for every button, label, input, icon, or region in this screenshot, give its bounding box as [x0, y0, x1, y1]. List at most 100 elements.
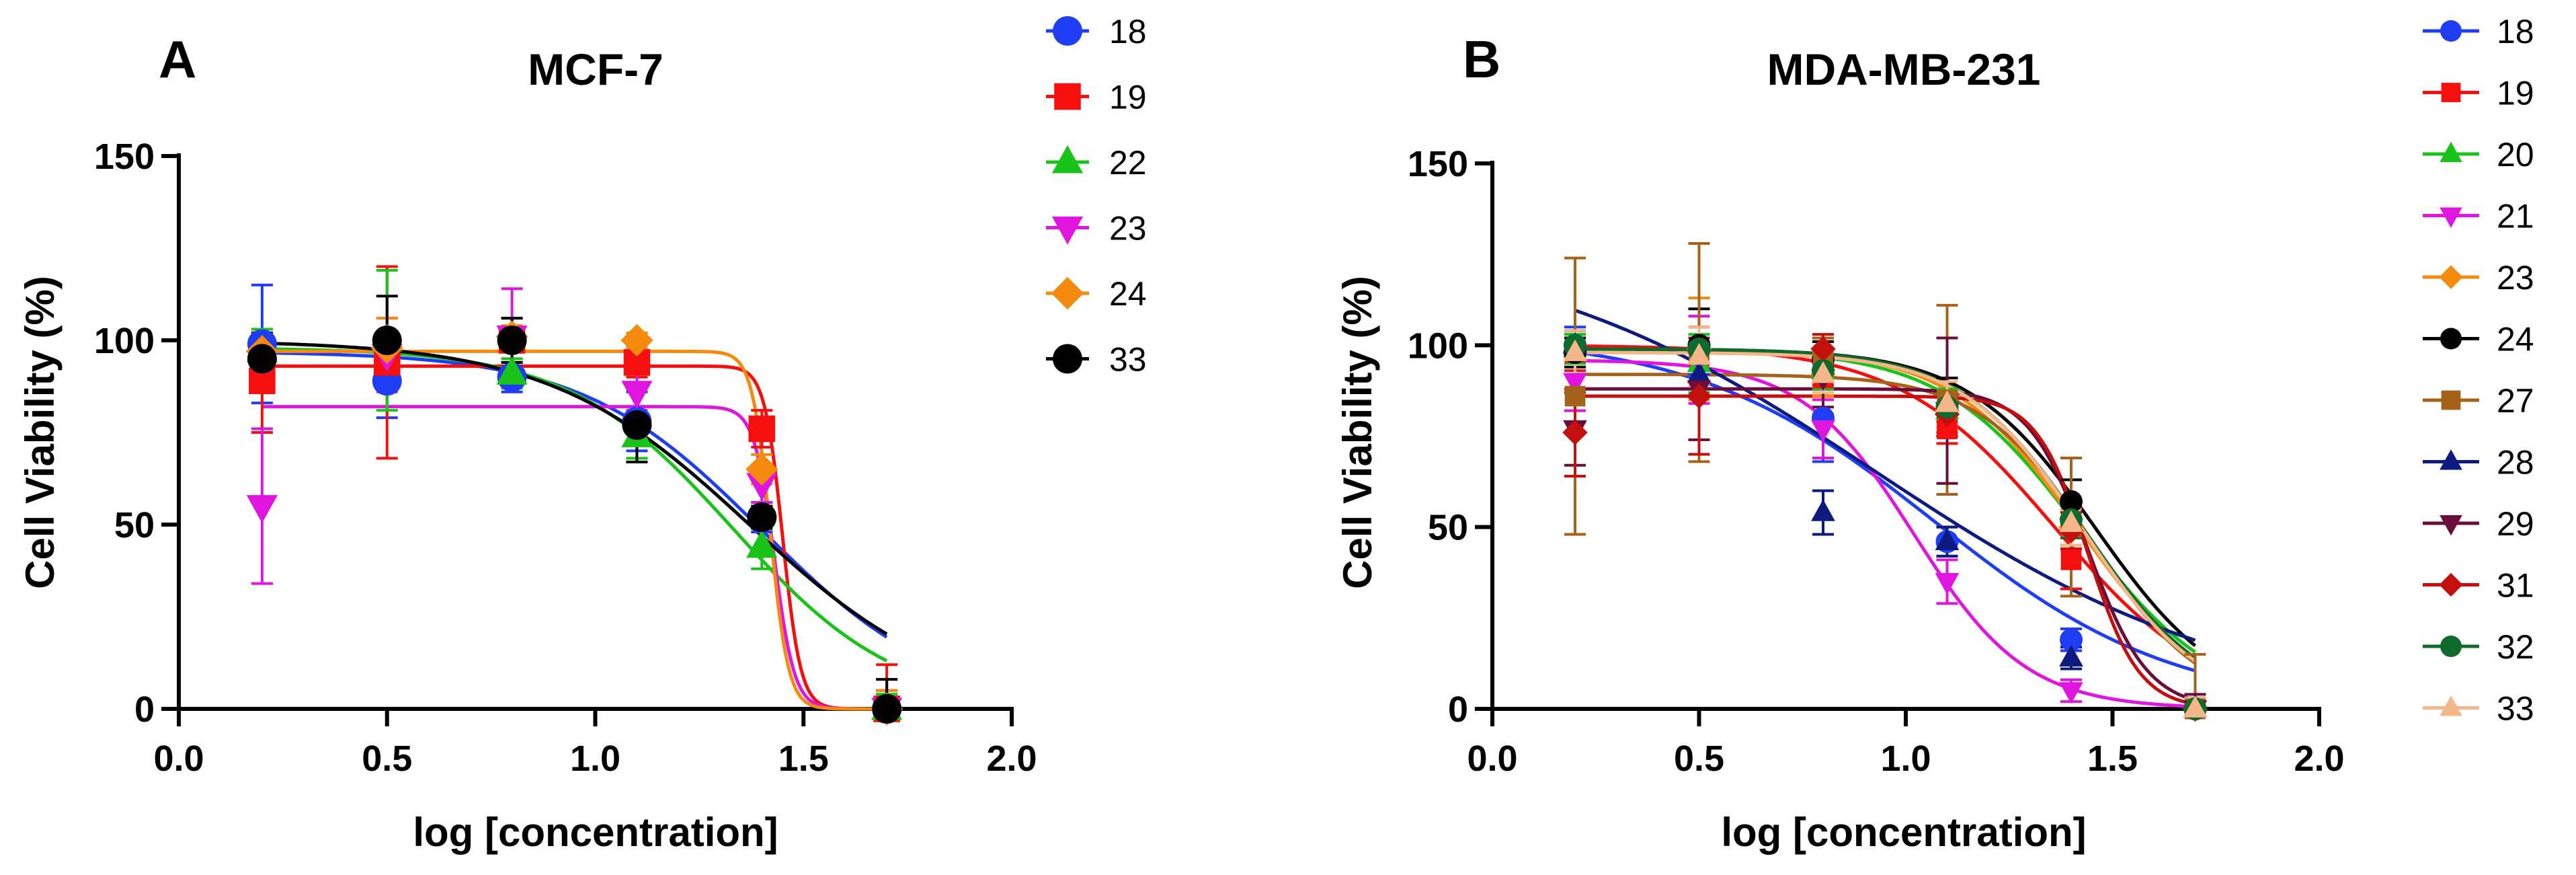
legend-item-32: 32 — [2423, 628, 2534, 666]
legend-label: 33 — [1109, 341, 1147, 379]
legend-item-19: 19 — [1046, 79, 1147, 116]
legend-label: 19 — [2497, 75, 2534, 112]
y-axis-label: Cell Viability (%) — [1335, 276, 1380, 589]
chart-mcf7: MCF-7 Cell Viability (%) log [concentrat… — [17, 13, 1147, 855]
legend-marker — [2441, 390, 2461, 410]
fit-curve-24 — [1575, 347, 2197, 648]
y-tick-label: 0 — [134, 689, 155, 730]
legend-marker — [2440, 449, 2462, 470]
legend-label: 23 — [2497, 259, 2534, 297]
y-tick-label: 0 — [1448, 689, 1468, 730]
legend-marker — [2441, 83, 2461, 102]
data-point-31 — [1686, 383, 1712, 409]
legend-marker — [2439, 572, 2463, 597]
legend-marker — [2440, 141, 2462, 162]
data-point-24 — [746, 453, 778, 486]
legend-marker — [1051, 276, 1084, 310]
fit-curve-21 — [1575, 358, 2196, 709]
data-point-21 — [1935, 573, 1960, 595]
y-tick-label: 50 — [1428, 508, 1468, 548]
legend-marker — [1051, 145, 1084, 174]
y-axis-label: Cell Viability (%) — [17, 276, 63, 589]
chart-title: MDA-MB-231 — [1767, 44, 2040, 94]
legend-marker — [1053, 344, 1082, 374]
legend-label: 32 — [2497, 628, 2534, 666]
fit-curve-24 — [261, 349, 887, 711]
legend-item-33: 33 — [2423, 690, 2534, 728]
fit-curve-33 — [261, 341, 888, 636]
data-point-28 — [1687, 361, 1712, 383]
legend-item-18: 18 — [2423, 13, 2534, 50]
legend-marker — [2440, 515, 2462, 536]
data-point-33 — [1811, 361, 1835, 383]
fit-curve-18 — [1574, 350, 2196, 673]
fit-curve-31 — [1575, 394, 2196, 706]
legend-marker — [2440, 636, 2462, 657]
x-tick-label: 0.0 — [1467, 738, 1517, 779]
data-point-24 — [2060, 490, 2083, 513]
legend-label: 18 — [2497, 13, 2534, 50]
data-point-31 — [1562, 420, 1588, 445]
data-point-19 — [748, 415, 776, 443]
legend-label: 29 — [2497, 505, 2534, 543]
x-tick-label: 0.5 — [362, 738, 412, 779]
x-tick-label: 1.0 — [1880, 738, 1931, 779]
data-point-23 — [746, 473, 778, 502]
data-point-23 — [246, 495, 278, 523]
legend-item-21: 21 — [2423, 198, 2534, 235]
legend-item-33: 33 — [1046, 341, 1147, 379]
data-point-28 — [1811, 499, 1835, 521]
legend-item-22: 22 — [1046, 144, 1147, 182]
legend-item-20: 20 — [2423, 136, 2534, 174]
legend-item-23: 23 — [2423, 259, 2534, 297]
data-point-33 — [747, 502, 777, 533]
legend-marker — [2440, 20, 2462, 42]
y-tick-label: 100 — [1408, 326, 1468, 366]
fit-curve-19 — [261, 364, 887, 711]
legend-label: 28 — [2497, 444, 2534, 482]
data-point-33 — [497, 326, 527, 355]
data-point-28 — [2059, 644, 2083, 667]
data-point-19 — [2060, 549, 2082, 570]
data-point-22 — [746, 529, 778, 558]
data-point-33 — [372, 326, 402, 355]
data-point-33 — [872, 694, 902, 724]
x-axis-label: log [concentration] — [1721, 810, 2086, 855]
data-point-33 — [2183, 695, 2208, 718]
legend-marker — [1054, 83, 1081, 110]
legend-marker — [2439, 265, 2463, 289]
legend-marker — [2440, 207, 2462, 228]
legend-label: 19 — [1109, 79, 1147, 116]
chart-mda-mb-231: MDA-MB-231 Cell Viability (%) log [conce… — [1335, 13, 2534, 855]
legend-item-29: 29 — [2423, 505, 2534, 543]
legend-marker — [2440, 328, 2462, 350]
y-tick-label: 50 — [114, 505, 155, 545]
panel-b-letter: B — [1463, 30, 1500, 89]
legend-label: 23 — [1109, 210, 1147, 248]
legend-marker — [1053, 16, 1082, 46]
y-tick-label: 100 — [94, 321, 155, 361]
data-point-33 — [1935, 390, 1960, 412]
data-point-33 — [2059, 510, 2083, 533]
data-point-33 — [1687, 343, 1712, 365]
fit-curve-33 — [1575, 350, 2196, 662]
data-point-33 — [622, 410, 652, 441]
legend-label: 18 — [1109, 13, 1147, 50]
legend-label: 24 — [2497, 321, 2534, 358]
y-tick-label: 150 — [94, 137, 155, 177]
legend-item-24: 24 — [2423, 321, 2534, 358]
legend-item-27: 27 — [2423, 382, 2534, 420]
data-point-33 — [1563, 339, 1587, 361]
x-tick-label: 2.0 — [986, 738, 1037, 779]
data-point-22 — [496, 356, 528, 385]
x-tick-label: 1.5 — [2087, 738, 2138, 779]
legend-item-28: 28 — [2423, 444, 2534, 482]
x-tick-label: 0.0 — [153, 738, 204, 779]
legend-item-23: 23 — [1046, 210, 1147, 248]
fit-curve-27 — [1575, 373, 2196, 665]
legend-item-19: 19 — [2423, 75, 2534, 112]
data-point-24 — [620, 324, 653, 357]
legend-label: 21 — [2497, 198, 2534, 235]
legend-label: 31 — [2497, 567, 2534, 605]
